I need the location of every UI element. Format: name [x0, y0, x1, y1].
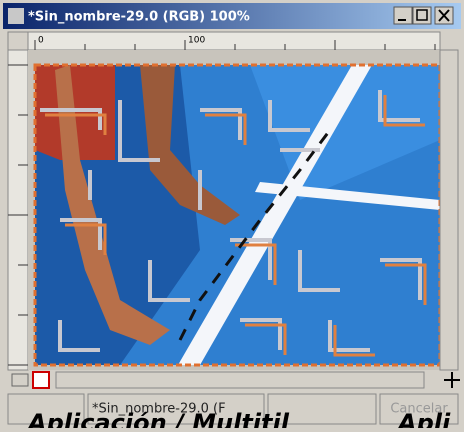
maximize-icon	[416, 9, 428, 21]
menu-button[interactable]	[11, 373, 29, 387]
status-field	[7, 393, 85, 425]
window-title: *Sin_nombre-29.0 (RGB) 100%	[28, 10, 250, 25]
ruler-ticks	[8, 40, 436, 366]
minimize-button[interactable]	[393, 6, 413, 25]
ruler-corner	[7, 31, 29, 51]
ruler-label: 0	[38, 36, 44, 46]
left-ruler	[7, 49, 29, 371]
ruler-label: 100	[188, 36, 205, 46]
title-buttons	[393, 6, 454, 25]
image	[35, 65, 440, 365]
cancel-label: Cancelar	[390, 402, 448, 417]
quick-mask-button[interactable]	[32, 371, 50, 389]
navigate-button[interactable]	[444, 372, 460, 388]
vertical-scrollbar[interactable]	[439, 49, 459, 371]
progress-bar	[267, 393, 377, 425]
top-ruler	[27, 31, 441, 51]
caption: Apli	[396, 409, 451, 428]
horizontal-scrollbar[interactable]	[55, 371, 425, 389]
cancel-button[interactable]	[379, 393, 459, 425]
status-text: *Sin_nombre-29.0 (F	[92, 402, 226, 417]
status-field	[87, 393, 265, 425]
caption: Aplicación / Multitil	[26, 409, 290, 428]
close-icon	[438, 9, 450, 22]
window-icon	[8, 8, 24, 24]
title-bar	[3, 3, 461, 29]
